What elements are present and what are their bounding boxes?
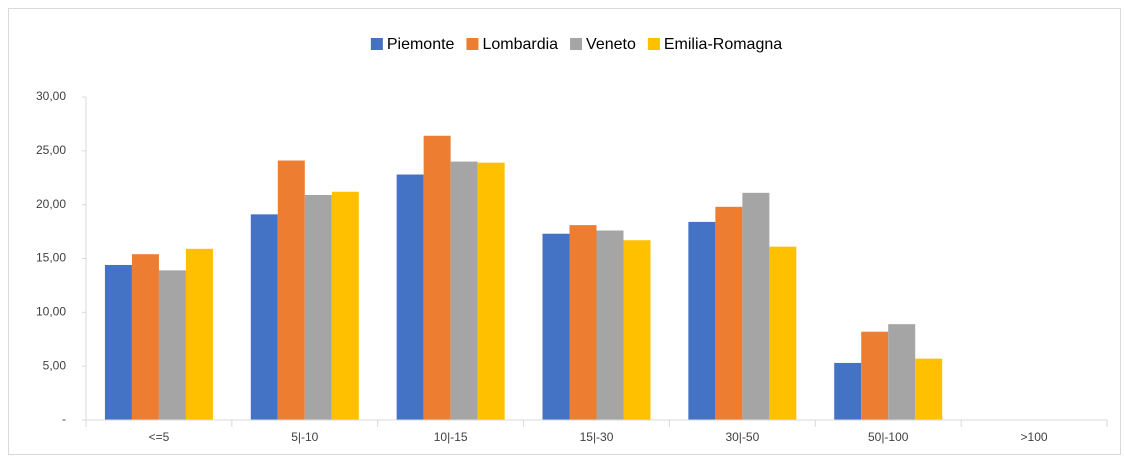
y-tick-label: 15,00 — [36, 251, 66, 265]
bar — [742, 192, 770, 420]
bar — [623, 240, 651, 420]
bar — [769, 246, 797, 420]
x-tick-label: 15|-30 — [580, 430, 614, 444]
bar — [688, 221, 716, 420]
bar — [304, 194, 332, 420]
bar — [596, 230, 624, 420]
bar — [396, 174, 424, 420]
bar — [331, 191, 359, 420]
bar — [104, 264, 132, 420]
legend-label: Emilia-Romagna — [664, 36, 782, 53]
legend-swatch — [570, 38, 583, 50]
legend-swatch — [466, 38, 479, 50]
y-tick-label: - — [62, 412, 66, 426]
bar — [542, 233, 570, 420]
bar — [158, 270, 186, 420]
bar — [423, 135, 451, 420]
bar — [277, 160, 305, 421]
legend-swatch — [370, 38, 383, 50]
x-tick-label: 50|-100 — [868, 430, 909, 444]
y-tick-label: 5,00 — [43, 358, 67, 372]
bar — [131, 254, 159, 420]
bar — [915, 358, 943, 420]
y-tick-label: 25,00 — [36, 143, 66, 157]
x-tick-label: 30|-50 — [725, 430, 759, 444]
bar — [715, 206, 743, 420]
y-tick-label: 20,00 — [36, 197, 66, 211]
bar — [185, 248, 213, 420]
bar — [888, 324, 916, 420]
x-tick-label: >100 — [1021, 430, 1048, 444]
bar — [834, 362, 862, 420]
x-tick-label: 5|-10 — [291, 430, 318, 444]
legend-label: Lombardia — [482, 36, 558, 53]
y-tick-label: 10,00 — [36, 305, 66, 319]
y-tick-label: 30,00 — [36, 89, 66, 103]
legend-label: Piemonte — [387, 36, 455, 53]
bar — [250, 214, 278, 420]
x-tick-label: 10|-15 — [434, 430, 468, 444]
bar — [569, 225, 597, 420]
legend-label: Veneto — [586, 36, 636, 53]
legend-swatch — [647, 38, 660, 50]
bar — [477, 162, 505, 420]
bar — [450, 161, 478, 420]
bar — [861, 331, 889, 420]
x-tick-label: <=5 — [149, 430, 170, 444]
